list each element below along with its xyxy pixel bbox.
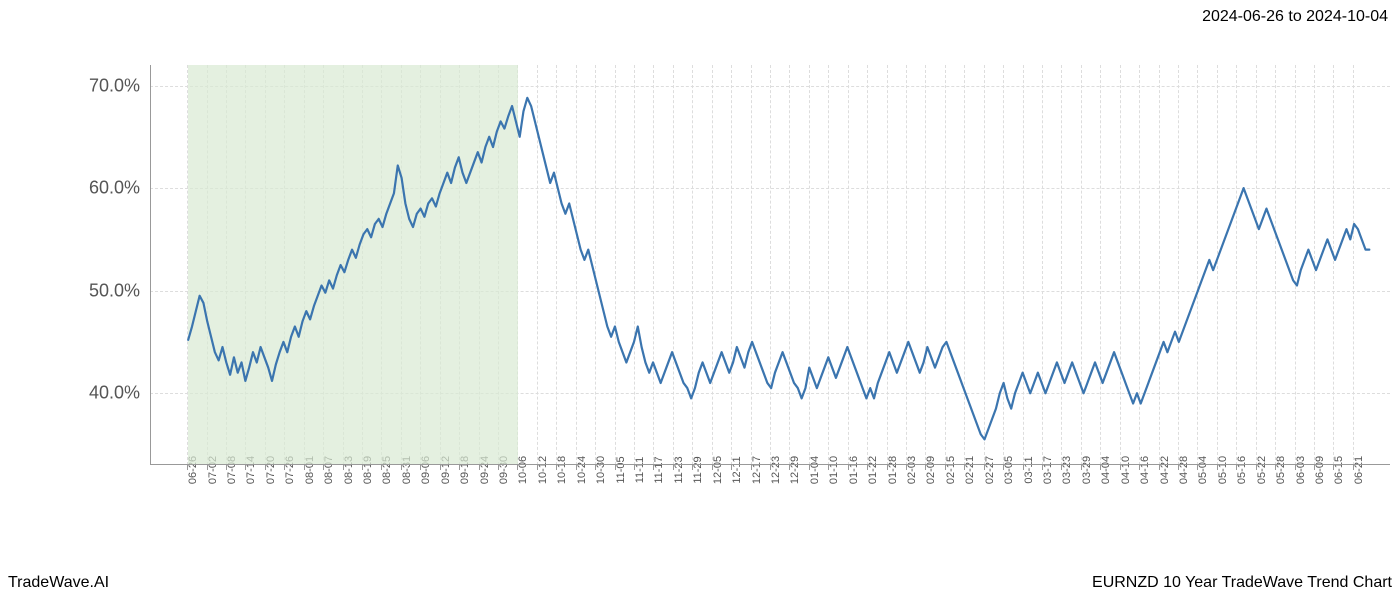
y-tick-label: 50.0%	[89, 280, 140, 301]
line-chart-svg	[151, 65, 1391, 465]
footer-brand: TradeWave.AI	[8, 574, 109, 592]
y-tick-label: 60.0%	[89, 178, 140, 199]
y-tick-label: 40.0%	[89, 383, 140, 404]
y-tick-label: 70.0%	[89, 75, 140, 96]
trend-line	[188, 98, 1369, 440]
chart-plot-area	[150, 65, 1390, 465]
date-range-label: 2024-06-26 to 2024-10-04	[1202, 8, 1388, 26]
footer-chart-title: EURNZD 10 Year TradeWave Trend Chart	[1092, 574, 1392, 592]
